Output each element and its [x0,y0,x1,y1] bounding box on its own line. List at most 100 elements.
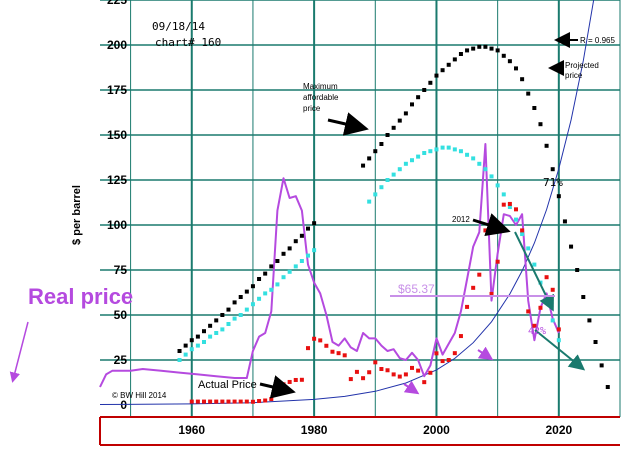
max-affordable-point [465,48,470,53]
max-affordable-point [244,289,249,294]
arrow-2012 [472,213,511,237]
projected-label-1: Projected [565,61,599,70]
max-affordable-point [569,244,574,249]
max-affordable-point [428,80,433,85]
max-affordable-point [489,46,494,51]
max-affordable-point [544,143,549,148]
actual-price-point [465,304,470,309]
max-affordable-point [471,46,476,51]
cyan-point [275,282,280,287]
y-axis-ticks: 0 25 50 75 100 125 150 175 200 225 [107,0,127,412]
cyan-point [287,269,292,274]
max-affordable-point [581,295,586,299]
cyan-point [416,154,421,159]
actual-price-point [202,399,206,404]
real-price-arrow [9,321,29,383]
actual-price-point [318,338,323,343]
actual-price-point [538,305,543,310]
max-affordable-point [532,106,537,110]
max-affordable-point [269,264,274,269]
cyan-point [379,185,384,190]
actual-price-point [385,368,390,373]
x-tick-label: 1980 [301,423,328,437]
cyan-point [501,192,506,197]
cyan-point [532,262,537,267]
actual-price-point [403,372,408,377]
actual-price-point [269,397,274,402]
actual-price-point [526,309,531,314]
actual-price-point [220,399,225,404]
x-tick-label: 2020 [545,423,572,437]
cyan-point [220,327,225,332]
max-affordable-point [422,88,427,92]
y-tick-label: 0 [120,398,127,412]
actual-price-point [281,382,286,387]
cyan-point [452,147,457,152]
max-affordable-point [183,343,188,348]
actual-price-point [483,228,488,233]
max-affordable-point [373,149,378,154]
max-affordable-point [483,44,488,49]
actual-price-point [520,228,525,233]
actual-price-point [214,399,219,404]
cyan-point [446,145,451,150]
real-price-series [99,143,560,388]
cyan-point [257,296,262,301]
max-affordable-point [599,363,604,368]
chart-date: 09/18/14 [152,20,205,33]
actual-price-point [348,377,353,382]
y-tick-label: 25 [114,353,128,367]
max-affordable-point [403,111,408,116]
max-affordable-point [293,239,298,244]
cyan-point [465,152,470,157]
cyan-point [299,259,304,263]
actual-price-point [244,399,249,404]
y-axis-label: $ per barrel [71,185,83,245]
cyan-point [440,145,445,150]
max-affordable-point [287,246,292,251]
max-affordable-label-2: affordable [303,93,339,102]
actual-price-point [275,382,280,387]
cyan-point [202,340,206,344]
cyan-point [306,253,310,258]
max-affordable-point [446,62,451,67]
actual-price-arrow [259,375,296,399]
chart-number: chart# 160 [155,36,221,49]
cyan-point [208,334,213,339]
max-affordable-label-1: Maximum [303,82,338,91]
actual-price-point [477,272,482,277]
actual-price-point [556,327,561,332]
max-affordable-point [306,226,310,231]
max-affordable-arrow [327,112,369,136]
cyan-point [367,199,372,204]
max-affordable-point [275,259,280,263]
max-affordable-point [605,385,610,389]
actual-price-point [263,398,268,403]
projected-price-line [99,0,595,405]
actual-price-point [373,360,378,365]
max-affordable-point [526,91,531,96]
max-affordable-point [507,59,512,64]
actual-price-point [293,377,298,382]
max-affordable-point [434,73,439,78]
max-affordable-point [416,95,421,100]
actual-price-point [544,275,549,280]
cyan-point [428,149,433,154]
y-tick-label: 50 [114,308,128,322]
actual-price-point [312,336,317,341]
max-affordable-point [495,48,500,53]
projected-label-2: price [565,71,583,80]
max-affordable-point [477,44,482,49]
y-tick-label: 225 [107,0,127,7]
actual-price-point [391,372,396,377]
cyan-point [520,232,525,236]
max-affordable-point [556,194,561,199]
max-affordable-point [232,300,237,305]
actual-price-point [514,207,518,212]
max-affordable-point [452,57,457,62]
cyan-point [281,275,286,280]
max-affordable-point [458,52,463,56]
actual-price-point [489,291,494,296]
actual-price-point [416,368,421,373]
